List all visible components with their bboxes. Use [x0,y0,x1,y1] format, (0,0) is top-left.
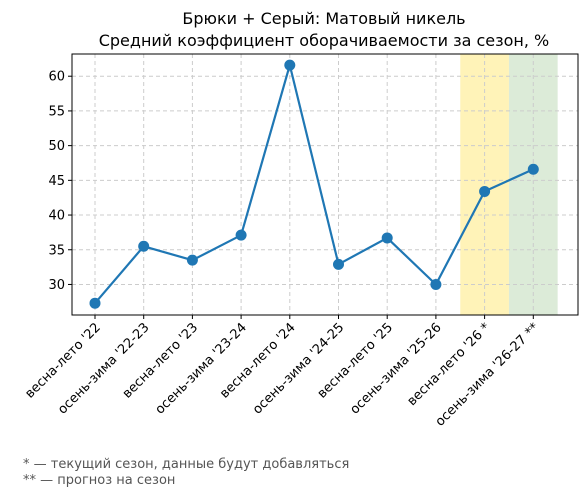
footnote-current-season: * — текущий сезон, данные будут добавлят… [23,457,350,472]
data-point [430,278,442,290]
y-tick-label: 60 [48,70,65,85]
data-point [479,185,491,197]
y-tick-label: 55 [48,104,65,119]
data-point [89,297,101,309]
plot-frame [71,53,579,316]
chart-title: Брюки + Серый: Матовый никель [182,9,466,28]
data-point [527,163,539,175]
x-tick-label: осень-зима '23-24 [153,320,250,417]
y-tick-label: 40 [48,209,65,224]
series-line [94,63,534,304]
chart-subtitle: Средний коэффициент оборачиваемости за с… [98,31,550,50]
data-point [186,254,198,266]
data-point [235,229,247,241]
data-point [333,258,344,270]
data-point [284,59,296,71]
x-tick-label: осень-зима '24-25 [250,320,347,417]
y-tick-label: 50 [48,139,65,154]
x-tick-label: весна-лето '26 * [405,320,494,409]
x-tick-label: осень-зима '22-23 [55,320,152,417]
y-tick-label: 45 [48,174,65,189]
footnote-forecast: ** — прогноз на сезон [23,473,176,488]
data-point [138,240,150,252]
y-tick-label: 30 [48,278,65,293]
data-point [381,232,393,244]
highlight-band [508,54,558,315]
y-tick-label: 35 [48,243,65,258]
x-tick-label: осень-зима '25-26 [347,320,444,417]
